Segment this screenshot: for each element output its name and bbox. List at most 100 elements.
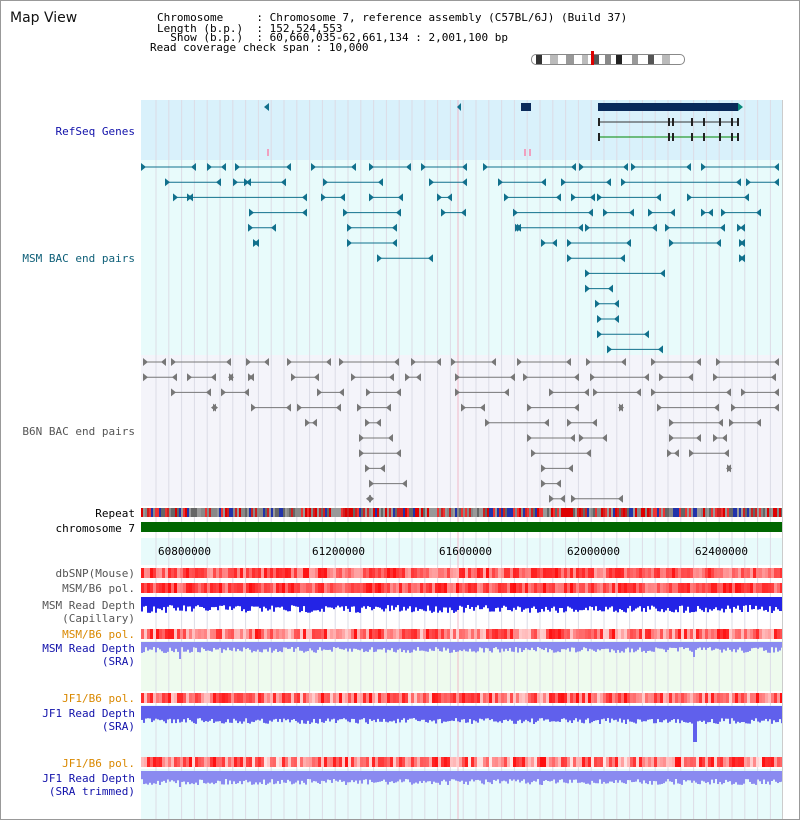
msm-capillary-depth [531, 597, 533, 608]
chromosome-ideogram[interactable] [531, 54, 685, 65]
msm-sra-depth [143, 642, 145, 653]
ideogram-position-marker[interactable] [591, 51, 594, 65]
jf1-trim-depth [533, 771, 535, 781]
jf1-sra-depth [677, 706, 679, 720]
pair-end [161, 358, 166, 366]
pair-end [206, 388, 211, 397]
repeat-element [763, 508, 765, 517]
jf1-trim-depth [239, 771, 241, 782]
jf1-trim-depth [511, 771, 513, 781]
msm-pol-cell [369, 583, 372, 593]
jf1-pol-cell [213, 693, 216, 703]
msm-pol-cell [468, 629, 471, 639]
dbsnp-cell [378, 568, 381, 578]
msm-pol-cell [756, 583, 759, 593]
msm-capillary-depth [305, 597, 307, 613]
msm-capillary-depth [713, 597, 715, 610]
jf1-sra-depth [707, 706, 709, 723]
msm-pol-cell [747, 583, 750, 593]
jf1-sra-depth [559, 706, 561, 722]
repeat-element [171, 508, 173, 517]
jf1-pol-cell [306, 757, 309, 767]
pair-end [541, 479, 546, 488]
jf1-trim-depth [545, 771, 547, 781]
repeat-element [165, 508, 167, 517]
jf1-sra-depth [373, 706, 375, 720]
jf1-pol-cell [351, 693, 354, 703]
repeat-element [617, 508, 619, 517]
msm-capillary-depth [757, 597, 759, 610]
msm-pol-cell [537, 629, 540, 639]
msm-pol-cell [765, 583, 768, 593]
msm-capillary-depth [195, 597, 197, 607]
jf1-trim-depth [459, 771, 461, 782]
jf1-trim-depth [697, 771, 699, 784]
pair-end [708, 208, 713, 217]
jf1-trim-depth [707, 771, 709, 783]
repeat-element [699, 508, 701, 517]
label-refseq[interactable]: RefSeq Genes [55, 125, 135, 138]
jf1-trim-depth [367, 771, 369, 785]
msm-pol-cell [381, 583, 384, 593]
msm-pol-cell [483, 583, 486, 593]
msm-pol-cell [261, 583, 264, 593]
label-msm-bac[interactable]: MSM BAC end pairs [22, 252, 135, 265]
repeat-element [193, 508, 195, 517]
jf1-sra-depth [505, 706, 507, 720]
jf1-sra-depth [251, 706, 253, 722]
jf1-pol-cell [321, 693, 324, 703]
jf1-pol-cell [687, 693, 690, 703]
jf1-trim-depth [149, 771, 151, 783]
jf1-trim-depth [285, 771, 287, 783]
jf1-pol-cell [174, 757, 177, 767]
jf1-trim-depth [267, 771, 269, 784]
dbsnp-cell [600, 568, 603, 578]
msm-capillary-depth [177, 597, 179, 608]
dbsnp-cell [495, 568, 498, 578]
msm-pol-cell [315, 629, 318, 639]
jf1-trim-depth [401, 771, 403, 783]
jf1-pol-cell [537, 757, 540, 767]
jf1-pol-cell [348, 693, 351, 703]
dbsnp-cell [402, 568, 405, 578]
msm-pol-cell [735, 629, 738, 639]
jf1-trim-depth [627, 771, 629, 781]
repeat-element [169, 508, 171, 517]
pair-end [586, 358, 591, 366]
dbsnp-cell [573, 568, 576, 578]
jf1-trim-depth [301, 771, 303, 781]
jf1-trim-depth [395, 771, 397, 783]
jf1-sra-depth [513, 706, 515, 724]
msm-capillary-depth [751, 597, 753, 610]
msm-pol-cell [513, 583, 516, 593]
msm-capillary-depth [609, 597, 611, 608]
jf1-trim-depth [345, 771, 347, 785]
pair-end [172, 373, 177, 382]
jf1-trim-depth [763, 771, 765, 780]
msm-pol-cell [435, 629, 438, 639]
msm-sra-depth [683, 642, 685, 650]
msm-capillary-depth [409, 597, 411, 607]
repeat-element [461, 508, 463, 517]
jf1-pol-cell [681, 757, 684, 767]
msm-capillary-depth [307, 597, 309, 613]
msm-capillary-depth [567, 597, 569, 607]
repeat-element [257, 508, 259, 517]
jf1-trim-depth [541, 771, 543, 785]
msm-pol-cell [219, 629, 222, 639]
label-b6n-bac[interactable]: B6N BAC end pairs [22, 425, 135, 438]
msm-pol-cell [426, 629, 429, 639]
repeat-element [591, 508, 593, 517]
dbsnp-cell [471, 568, 474, 578]
jf1-pol-cell [528, 693, 531, 703]
msm-capillary-depth [721, 597, 723, 609]
pair-end [388, 434, 393, 442]
jf1-sra-depth [351, 706, 353, 719]
pair-end [271, 223, 276, 232]
jf1-trim-depth [527, 771, 529, 783]
jf1-trim-depth [493, 771, 495, 780]
msm-sra-depth [703, 642, 705, 648]
jf1-pol-cell [534, 693, 537, 703]
repeat-element [411, 508, 413, 517]
